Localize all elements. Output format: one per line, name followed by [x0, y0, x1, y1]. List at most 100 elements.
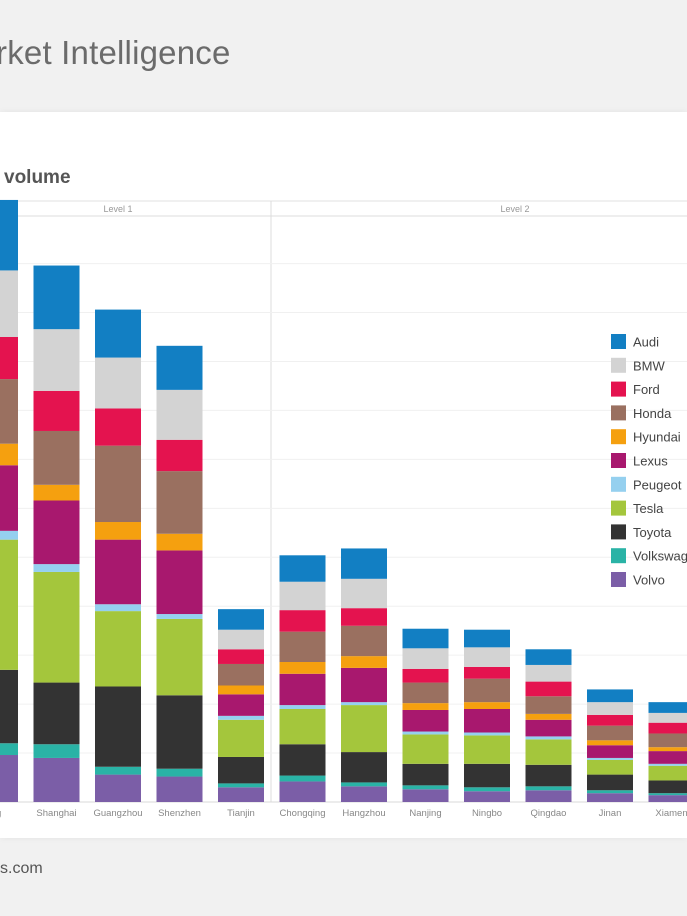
legend-swatch	[611, 524, 626, 540]
bar-segment-ford	[464, 666, 510, 679]
bar-segment-hyundai	[33, 484, 80, 501]
bar-segment-tesla	[525, 739, 572, 765]
bar-segment-toyota	[648, 780, 687, 794]
bar-segment-volkswagen	[156, 768, 203, 777]
bar-segment-lexus	[525, 719, 572, 737]
bar-segment-peugeot	[587, 757, 633, 760]
bar-segment-hyundai	[218, 685, 264, 695]
bar-segment-volvo	[95, 774, 141, 802]
bar-segment-hyundai	[648, 747, 687, 752]
bar-segment-tesla	[33, 571, 80, 683]
bar-segment-audi	[464, 629, 510, 648]
bar-segment-hyundai	[0, 443, 18, 466]
bar-segment-bmw	[525, 664, 572, 682]
x-tick-label: Qingdao	[531, 808, 567, 819]
bar-segment-tesla	[156, 618, 203, 696]
bar-segment-peugeot	[279, 705, 326, 709]
bar-segment-toyota	[33, 682, 80, 745]
bar-segment-bmw	[402, 648, 449, 669]
legend-swatch	[611, 405, 626, 421]
bar-segment-peugeot	[0, 530, 18, 540]
group-label: Level 1	[103, 204, 132, 214]
footer-text: s.com	[0, 860, 43, 877]
bar-segment-tesla	[402, 734, 449, 764]
bar-segment-ford	[95, 408, 141, 446]
bar-segment-toyota	[156, 695, 203, 769]
bar-segment-audi	[341, 548, 387, 579]
bar-segment-volkswagen	[95, 766, 141, 775]
bar-segment-volvo	[33, 757, 80, 802]
bar-segment-peugeot	[218, 715, 264, 720]
bar-segment-volvo	[464, 791, 510, 802]
bar-segment-hyundai	[464, 702, 510, 709]
bar-segment-lexus	[648, 751, 687, 764]
legend-swatch	[611, 357, 626, 373]
bar-segment-lexus	[464, 709, 510, 733]
bar-segment-audi	[587, 689, 633, 703]
bar-segment-toyota	[0, 669, 18, 744]
bar-segment-peugeot	[156, 614, 203, 619]
bar-segment-volkswagen	[341, 782, 387, 787]
bar-segment-honda	[587, 725, 633, 741]
bar-segment-hyundai	[156, 533, 203, 551]
bar-segment-tesla	[341, 705, 387, 753]
bar-segment-bmw	[341, 578, 387, 609]
legend-swatch	[611, 476, 626, 492]
bar-segment-tesla	[95, 611, 141, 687]
bar-segment-volkswagen	[464, 787, 510, 792]
x-tick-label: ing	[0, 808, 1, 819]
legend-swatch	[611, 429, 626, 445]
bar-segment-audi	[525, 649, 572, 665]
bar-segment-ford	[279, 610, 326, 632]
x-tick-label: Tianjin	[227, 808, 255, 819]
x-tick-label: Xiamen	[655, 808, 687, 819]
bar-segment-ford	[33, 390, 80, 431]
bar-segment-lexus	[218, 694, 264, 716]
bar-segment-ford	[648, 722, 687, 734]
bar-segment-hyundai	[95, 522, 141, 540]
bar-segment-toyota	[218, 756, 264, 784]
bar-segment-ford	[587, 714, 633, 726]
x-tick-label: Guangzhou	[93, 808, 142, 819]
x-tick-label: Shenzhen	[158, 808, 201, 819]
legend-swatch	[611, 548, 626, 564]
bar-segment-lexus	[95, 539, 141, 605]
bar-segment-volkswagen	[218, 783, 264, 788]
bar-segment-peugeot	[341, 702, 387, 706]
bar-segment-tesla	[464, 735, 510, 764]
bar-segment-volkswagen	[648, 793, 687, 796]
bar-segment-lexus	[0, 465, 18, 531]
bar-segment-honda	[156, 471, 203, 534]
bar-segment-tesla	[279, 709, 326, 745]
bar-segment-lexus	[402, 709, 449, 732]
bar-segment-bmw	[33, 329, 80, 391]
bar-segment-volkswagen	[33, 744, 80, 758]
legend-label: Audi	[633, 335, 659, 350]
bar-segment-volkswagen	[587, 790, 633, 794]
bar-segment-tesla	[218, 719, 264, 757]
bar-segment-honda	[341, 625, 387, 657]
x-tick-label: Jinan	[599, 808, 622, 819]
legend-label: Peugeot	[633, 477, 682, 492]
bar-segment-volkswagen	[402, 785, 449, 790]
x-tick-label: Ningbo	[472, 808, 502, 819]
bar-segment-hyundai	[341, 656, 387, 668]
bar-segment-volvo	[525, 790, 572, 802]
legend-label: Hyundai	[633, 430, 681, 445]
bar-segment-honda	[279, 631, 326, 663]
bar-segment-ford	[156, 439, 203, 472]
bar-segment-bmw	[218, 629, 264, 650]
chart-title: volume	[4, 167, 71, 188]
bar-segment-toyota	[279, 744, 326, 776]
bar-segment-volvo	[648, 795, 687, 802]
legend-swatch	[611, 453, 626, 468]
bar-segment-volvo	[218, 787, 264, 802]
bar-segment-lexus	[156, 550, 203, 615]
legend-label: Volkswag	[633, 549, 687, 564]
bar-segment-tesla	[587, 759, 633, 775]
bar-segment-honda	[218, 663, 264, 686]
group-label: Level 2	[500, 204, 529, 214]
bar-segment-lexus	[279, 673, 326, 706]
x-tick-label: Nanjing	[409, 808, 441, 819]
legend-label: BMW	[633, 358, 666, 373]
